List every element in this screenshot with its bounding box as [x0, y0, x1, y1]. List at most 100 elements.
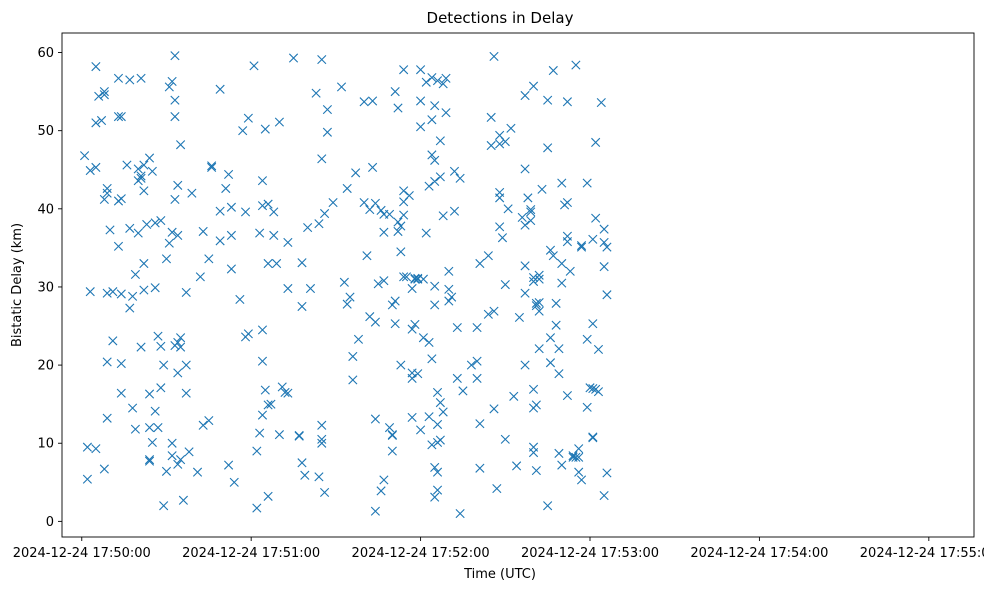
data-point	[396, 360, 406, 370]
data-point	[370, 198, 381, 208]
data-point	[173, 459, 183, 469]
data-point	[475, 258, 485, 269]
data-point	[336, 82, 347, 92]
data-point	[91, 62, 101, 72]
data-point	[410, 319, 420, 330]
data-point	[139, 285, 149, 295]
data-point	[170, 194, 180, 205]
data-point	[252, 503, 262, 513]
data-point	[167, 227, 177, 237]
data-point	[495, 222, 505, 232]
plot-area	[62, 33, 974, 537]
data-point	[379, 227, 389, 237]
data-point	[430, 281, 440, 291]
data-point	[260, 124, 270, 134]
data-point	[249, 61, 259, 71]
data-point	[317, 154, 327, 164]
data-point	[136, 342, 146, 352]
data-point	[370, 506, 381, 516]
data-point	[147, 437, 157, 448]
data-point	[421, 77, 431, 87]
data-point	[322, 104, 333, 115]
data-point	[517, 212, 527, 222]
data-point	[407, 324, 417, 334]
data-point	[432, 485, 443, 495]
data-point	[235, 294, 245, 305]
data-point	[399, 210, 409, 220]
data-point	[596, 97, 606, 108]
data-point	[102, 188, 112, 198]
data-point	[229, 477, 239, 487]
data-point	[588, 383, 598, 394]
data-point	[359, 97, 369, 107]
data-point	[370, 414, 381, 424]
data-point	[173, 368, 183, 378]
data-point	[156, 215, 166, 226]
data-point	[133, 228, 143, 238]
data-point	[319, 487, 330, 498]
data-point	[161, 254, 172, 264]
data-point	[116, 112, 126, 122]
data-point	[142, 219, 152, 230]
data-point	[452, 322, 462, 333]
x-tick-label: 2024-12-24 17:55:00	[860, 546, 984, 561]
data-point	[144, 456, 155, 466]
data-point	[223, 169, 234, 180]
data-point	[483, 251, 493, 261]
data-point	[238, 126, 248, 136]
data-point	[554, 448, 564, 458]
data-point	[175, 455, 186, 465]
data-point	[418, 274, 429, 284]
data-point	[458, 386, 468, 396]
data-point	[489, 306, 499, 316]
data-point	[415, 96, 426, 106]
data-point	[113, 73, 124, 83]
data-point	[274, 430, 285, 440]
data-point	[187, 188, 197, 198]
data-point	[108, 287, 118, 297]
data-point	[243, 113, 253, 123]
data-point	[534, 274, 544, 284]
data-point	[215, 206, 225, 216]
data-point	[396, 221, 406, 231]
data-point	[531, 298, 541, 308]
data-point	[449, 166, 460, 176]
data-point	[449, 206, 460, 216]
data-point	[509, 391, 519, 401]
data-point	[91, 444, 101, 454]
data-point	[432, 387, 443, 398]
data-point	[390, 87, 400, 97]
data-point	[384, 423, 395, 433]
data-point	[170, 112, 180, 122]
data-point	[283, 237, 293, 248]
data-point	[568, 451, 578, 461]
data-point	[571, 60, 581, 70]
data-point	[475, 419, 485, 429]
data-point	[303, 222, 313, 233]
data-point	[328, 197, 338, 208]
x-axis-label: Time (UTC)	[463, 567, 536, 582]
data-point	[288, 53, 299, 63]
data-point	[435, 172, 445, 182]
data-point	[526, 215, 536, 226]
data-point	[557, 460, 567, 470]
data-point	[472, 322, 482, 333]
data-point	[85, 287, 95, 297]
data-point	[520, 164, 530, 174]
data-point	[435, 435, 445, 445]
data-point	[373, 279, 383, 289]
data-point	[85, 165, 95, 176]
data-point	[108, 336, 118, 346]
data-point	[79, 151, 90, 161]
data-point	[353, 334, 364, 344]
data-point	[161, 466, 172, 476]
y-tick-label: 50	[37, 124, 54, 139]
data-point	[576, 242, 587, 252]
data-point	[252, 446, 262, 456]
data-point	[415, 122, 426, 132]
data-point	[181, 360, 191, 370]
data-point	[427, 115, 437, 125]
data-point	[156, 341, 166, 351]
data-point	[339, 277, 349, 287]
data-point	[226, 264, 237, 274]
